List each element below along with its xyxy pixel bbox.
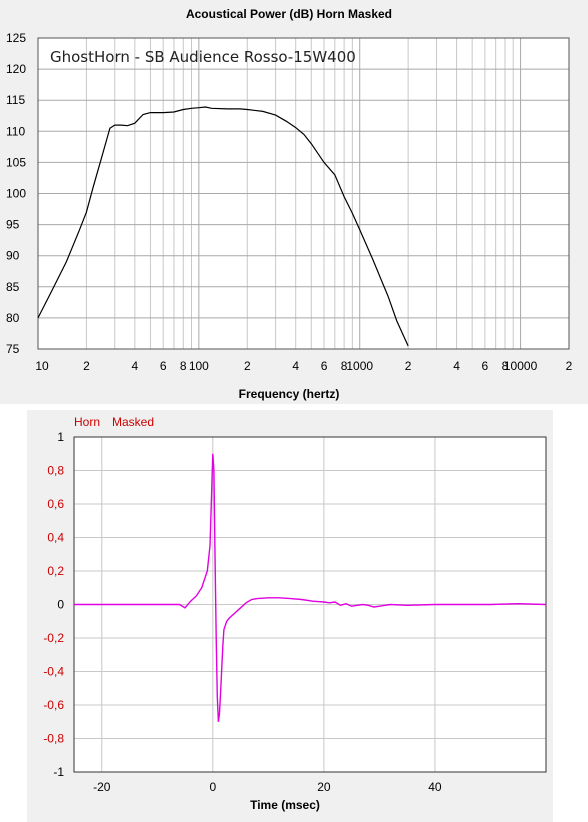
legend-masked: Masked [112,415,154,429]
x-tick-label: 8 [341,359,348,373]
acoustical-power-chart-panel: Acoustical Power (dB) Horn Masked GhostHo… [0,0,588,404]
x-tick-label: 2 [244,359,251,373]
y-tick-label: 110 [6,124,25,138]
y-tick-label: 75 [6,342,20,356]
x-tick-label: 8 [502,359,509,373]
x-tick-label: 4 [292,359,299,373]
y-tick-label: 85 [6,280,20,294]
impulse-response-chart-panel: Horn Masked 1 0,8 0,6 0,4 0,2 0 -0,2 -0,4 -0,6 -0,8… [27,410,553,822]
y-tick-label: -1 [53,765,64,779]
y-tick-label: 0,8 [47,464,64,478]
x-tick-label: 6 [160,359,167,373]
y-tick-label: -0,2 [43,631,64,645]
x-tick-label: 10000 [504,359,538,373]
y-tick-label: -0,6 [43,698,64,712]
x-tick-label: 6 [321,359,328,373]
y-tick-label: -0,8 [43,732,64,746]
legend-horn: Horn [74,415,100,429]
x-axis-label: Frequency (hertz) [239,387,340,401]
y-tick-label: 80 [6,311,20,325]
y-tick-label: 0,4 [47,531,64,545]
y-tick-label: 95 [6,218,20,232]
y-tick-label: 125 [6,31,26,45]
x-tick-label: 8 [180,359,187,373]
y-tick-label: 0,2 [47,564,64,578]
y-tick-label: 100 [6,187,26,201]
chart-title: Acoustical Power (dB) Horn Masked [186,7,392,21]
y-tick-label: 120 [6,62,26,76]
y-tick-label: 0,6 [47,497,64,511]
acoustical-power-chart: Acoustical Power (dB) Horn Masked GhostHo… [6,7,573,401]
chart-annotation: GhostHorn - SB Audience Rosso-15W400 [50,48,356,66]
x-tick-label: 0 [209,780,216,794]
x-axis-label: Time (msec) [250,798,320,812]
x-tick-label: 4 [132,359,139,373]
y-tick-label: 115 [6,93,25,107]
x-tick-label: 20 [317,780,331,794]
x-tick-label: 2 [83,359,90,373]
y-tick-label: 105 [6,155,26,169]
impulse-response-line [74,453,547,722]
x-tick-label: 1000 [346,359,373,373]
x-tick-label: 10 [35,359,49,373]
y-tick-label: 0 [57,598,64,612]
x-tick-label: 6 [482,359,489,373]
y-tick-label: 1 [57,430,64,444]
x-tick-label: -20 [93,780,111,794]
x-tick-label: 2 [566,359,573,373]
y-tick-label: 90 [6,249,20,263]
plot-border [37,37,570,350]
x-tick-label: 4 [453,359,460,373]
x-tick-label: 100 [189,359,209,373]
acoustical-power-line [37,106,409,347]
x-tick-label: 40 [428,780,442,794]
x-tick-label: 2 [405,359,412,373]
y-tick-label: -0,4 [43,665,64,679]
impulse-response-chart: Horn Masked 1 0,8 0,6 0,4 0,2 0 -0,2 -0,4 -0,6 -0,8… [43,415,547,812]
